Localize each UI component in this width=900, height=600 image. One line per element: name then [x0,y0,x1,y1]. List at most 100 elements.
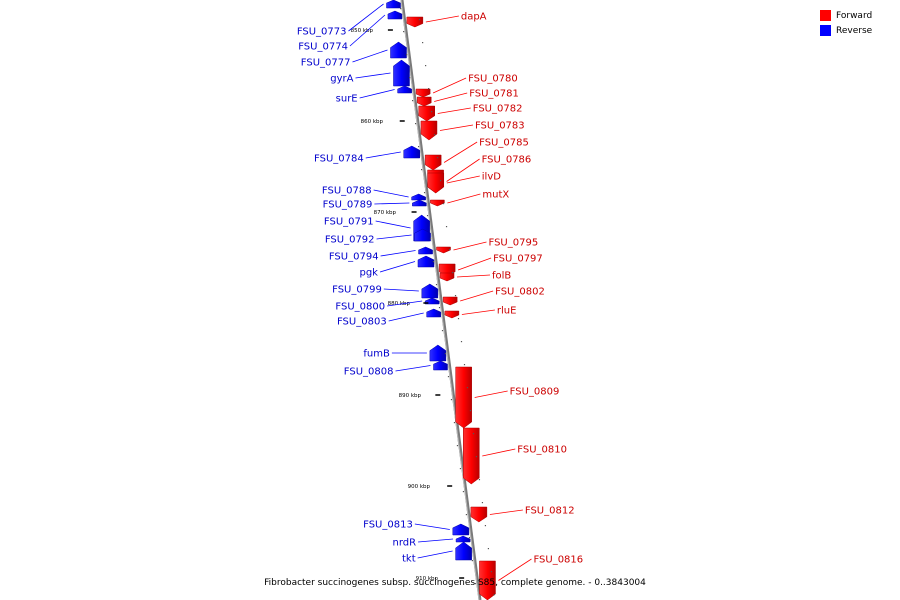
gene-label-fsu-0802[interactable]: FSU_0802 [495,287,545,298]
gene-feature-fsu-0809[interactable] [455,366,472,429]
gene-feature-mutx[interactable] [430,199,445,207]
minor-tick [433,134,436,136]
gene-label-fsu-0789[interactable]: FSU_0789 [323,200,373,211]
gene-label-tkt[interactable]: tkt [402,554,416,565]
gene-feature-fsu-0810[interactable] [463,427,480,485]
gene-feature-fsu-0780[interactable] [415,88,431,98]
gene-label-fsu-0800[interactable]: FSU_0800 [335,302,385,313]
gene-feature-rlue[interactable] [444,310,460,319]
label-leader-line [348,3,384,32]
gene-feature-fsu-0784[interactable] [403,145,421,159]
gene-label-fsu-0774[interactable]: FSU_0774 [298,42,348,53]
label-leader-line [355,72,391,79]
scale-tick-label: 900 kbp [408,484,431,490]
gene-label-fsu-0783[interactable]: FSU_0783 [475,121,525,132]
minor-tick [420,169,423,171]
gene-feature-fsu-0799[interactable] [421,283,439,299]
gene-label-sure[interactable]: surE [336,94,358,105]
gene-label-fsu-0791[interactable]: FSU_0791 [324,217,374,228]
legend-label-reverse: Reverse [836,25,873,36]
gene-feature-folb[interactable] [439,272,455,282]
gene-label-fsu-0794[interactable]: FSU_0794 [329,252,379,263]
gene-feature-fsu-0782[interactable] [418,105,436,122]
minor-tick [484,525,487,527]
label-leader-line [383,288,419,292]
gene-feature-fsu-0802[interactable] [442,296,458,306]
gene-feature-fumb[interactable] [429,344,447,362]
gene-feature-pgk[interactable] [417,255,435,268]
gene-label-gyra[interactable]: gyrA [330,74,353,85]
gene-feature-fsu-0808[interactable] [433,360,448,371]
gene-label-fumb[interactable]: fumB [363,349,390,360]
gene-feature-fsu-0795[interactable] [436,246,451,254]
gene-label-fsu-0785[interactable]: FSU_0785 [479,138,529,149]
legend-item-forward: Forward [820,8,890,23]
gene-label-fsu-0810[interactable]: FSU_0810 [517,445,567,456]
gene-feature-dapa[interactable] [406,16,424,28]
label-layer: FSU_0773 FSU_0774 dapA FSU_0777 gyrA surE FSU_… [297,3,583,581]
gene-label-nrdr[interactable]: nrdR [392,538,416,549]
gene-label-fsu-0803[interactable]: FSU_0803 [337,317,387,328]
gene-feature-sure[interactable] [397,85,412,94]
gene-label-fsu-0808[interactable]: FSU_0808 [344,367,394,378]
label-leader-line [414,523,450,530]
gene-label-mutx[interactable]: mutX [482,190,509,201]
minor-tick [432,261,435,263]
gene-label-fsu-0777[interactable]: FSU_0777 [301,58,351,69]
gene-label-fsu-0797[interactable]: FSU_0797 [493,254,543,265]
gene-feature-fsu-0803[interactable] [426,308,441,318]
minor-tick [450,399,453,401]
label-leader-line [417,550,453,559]
gene-label-fsu-0813[interactable]: FSU_0813 [363,520,413,531]
gene-feature-fsu-0789[interactable] [412,199,427,207]
gene-label-fsu-0782[interactable]: FSU_0782 [473,104,523,115]
gene-feature-ilvd[interactable] [427,172,445,194]
gene-label-fsu-0780[interactable]: FSU_0780 [468,74,518,85]
minor-tick [425,65,427,67]
minor-tick [468,537,471,539]
gene-feature-fsu-0785[interactable] [424,154,442,171]
gene-label-fsu-0809[interactable]: FSU_0809 [510,387,560,398]
label-leader-line [395,365,431,372]
gene-feature-nrdr[interactable] [455,535,471,543]
gene-feature-fsu-0773[interactable] [386,0,401,9]
gene-label-fsu-0816[interactable]: FSU_0816 [533,555,583,566]
gene-feature-fsu-0777[interactable] [390,41,407,59]
gene-feature-fsu-0816[interactable] [479,560,496,600]
gene-label-rlue[interactable]: rluE [497,306,517,317]
minor-tick [460,341,463,343]
gene-feature-gyra[interactable] [393,59,410,87]
gene-feature-fsu-0774[interactable] [387,10,403,20]
gene-label-ilvd[interactable]: ilvD [482,172,501,183]
minor-tick [454,295,457,297]
gene-label-fsu-0786[interactable]: FSU_0786 [482,155,532,166]
gene-label-fsu-0812[interactable]: FSU_0812 [525,506,575,517]
gene-label-fsu-0792[interactable]: FSU_0792 [325,235,375,246]
gene-feature-fsu-0812[interactable] [470,506,488,523]
label-leader-line [373,189,409,198]
gene-feature-fsu-0792[interactable] [414,228,431,242]
gene-label-folb[interactable]: folB [492,271,511,282]
gene-label-fsu-0773[interactable]: FSU_0773 [297,27,347,38]
minor-tick [481,502,484,504]
scale-tick-label: 860 kbp [361,119,384,125]
gene-label-fsu-0788[interactable]: FSU_0788 [322,186,372,197]
minor-tick [445,226,448,228]
minor-tick [441,330,444,332]
gene-label-fsu-0781[interactable]: FSU_0781 [469,89,519,100]
gene-label-dapa[interactable]: dapA [461,12,487,23]
gene-feature-fsu-0813[interactable] [452,523,470,536]
gene-label-fsu-0795[interactable]: FSU_0795 [489,238,539,249]
gene-feature-tkt[interactable] [455,541,472,561]
gene-feature-fsu-0794[interactable] [418,246,433,255]
gene-feature-fsu-0781[interactable] [416,96,432,107]
gene-feature-fsu-0800[interactable] [424,297,440,305]
gene-label-fsu-0799[interactable]: FSU_0799 [332,285,382,296]
gene-feature-fsu-0783[interactable] [420,120,438,141]
gene-label-fsu-0784[interactable]: FSU_0784 [314,154,364,165]
label-leader-line [457,257,492,271]
gene-label-pgk[interactable]: pgk [359,268,378,279]
gene-feature-fsu-0788[interactable] [411,193,426,201]
genome-backbone [400,0,482,600]
legend-label-forward: Forward [836,10,873,21]
